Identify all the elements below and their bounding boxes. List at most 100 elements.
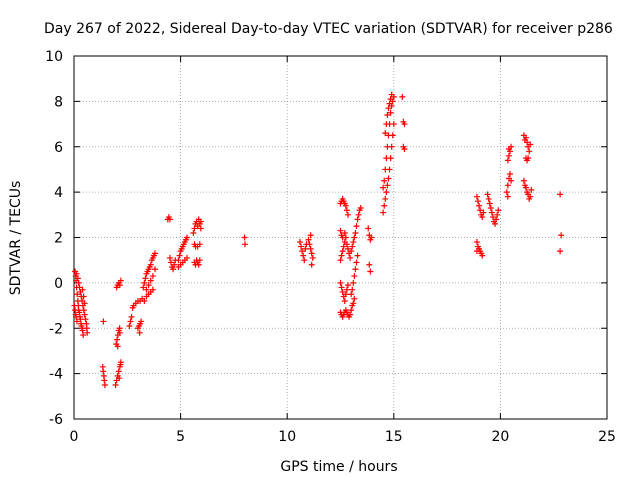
data-point	[143, 286, 150, 293]
data-point	[183, 254, 190, 261]
data-point	[196, 241, 203, 248]
data-point	[166, 216, 173, 223]
data-point	[101, 377, 108, 384]
data-point	[141, 279, 148, 286]
data-point	[74, 291, 81, 298]
axis-ticks: 0 5 10 15 20 25 -6 -4 -2 0 2 4 6 8 10	[45, 49, 616, 445]
data-point	[73, 270, 80, 277]
data-point	[339, 248, 346, 255]
data-point	[385, 105, 392, 112]
data-point	[353, 223, 360, 230]
data-point	[508, 177, 515, 184]
data-point	[386, 100, 393, 107]
y-tick-label: 2	[54, 231, 63, 247]
data-point	[116, 329, 123, 336]
data-point	[305, 236, 312, 243]
data-point	[368, 234, 375, 241]
data-point	[352, 229, 359, 236]
data-point	[488, 209, 495, 216]
data-point	[401, 121, 408, 128]
data-point	[557, 248, 564, 255]
data-point	[494, 211, 501, 218]
data-point	[79, 286, 86, 293]
data-point	[354, 216, 361, 223]
data-point	[75, 279, 82, 286]
x-tick-label: 20	[491, 429, 509, 445]
data-point	[112, 381, 119, 388]
data-point	[480, 209, 487, 216]
data-point	[309, 254, 316, 261]
data-point	[77, 316, 84, 323]
data-point	[366, 261, 373, 268]
data-point	[341, 298, 348, 305]
data-point	[388, 91, 395, 98]
data-point	[365, 225, 372, 232]
data-point	[241, 241, 248, 248]
data-point	[100, 318, 107, 325]
data-point	[522, 184, 529, 191]
data-point	[145, 282, 152, 289]
data-point	[152, 250, 159, 257]
data-point	[492, 220, 499, 227]
data-point	[399, 93, 406, 100]
data-point	[298, 243, 305, 250]
data-point	[126, 322, 133, 329]
data-point	[357, 205, 364, 212]
y-tick-label: -6	[49, 412, 63, 428]
data-point	[342, 202, 349, 209]
y-tick-label: 8	[54, 94, 63, 110]
data-point	[387, 109, 394, 116]
data-point	[339, 234, 346, 241]
data-point	[343, 241, 350, 248]
data-point	[350, 239, 357, 246]
data-point	[527, 193, 534, 200]
data-point	[526, 148, 533, 155]
data-point	[101, 381, 108, 388]
data-point	[487, 205, 494, 212]
x-tick-label: 5	[176, 429, 185, 445]
data-point	[477, 207, 484, 214]
data-point	[141, 298, 148, 305]
data-point	[351, 234, 358, 241]
data-point	[503, 189, 510, 196]
data-point	[506, 170, 513, 177]
data-point	[127, 318, 134, 325]
data-point	[347, 311, 354, 318]
data-point	[384, 111, 391, 118]
data-point	[191, 225, 198, 232]
data-point	[80, 332, 87, 339]
data-point	[100, 368, 107, 375]
data-point	[337, 279, 344, 286]
data-point	[349, 243, 356, 250]
data-point	[347, 254, 354, 261]
data-point	[84, 329, 91, 336]
data-point	[81, 300, 88, 307]
data-point	[348, 307, 355, 314]
data-point	[524, 139, 531, 146]
y-tick-label: 10	[45, 49, 63, 65]
data-point	[195, 261, 202, 268]
chart-title: Day 267 of 2022, Sidereal Day-to-day VTE…	[44, 21, 613, 37]
data-point	[342, 291, 349, 298]
x-axis-label: GPS time / hours	[280, 459, 397, 475]
data-point	[353, 259, 360, 266]
data-point	[81, 311, 88, 318]
data-point	[340, 243, 347, 250]
data-point	[493, 216, 500, 223]
data-point	[383, 189, 390, 196]
data-point	[484, 191, 491, 198]
y-tick-label: -2	[49, 321, 63, 337]
data-point	[344, 245, 351, 252]
data-point	[381, 177, 388, 184]
data-point	[387, 96, 394, 103]
data-point	[115, 368, 122, 375]
data-point	[171, 261, 178, 268]
data-point	[82, 316, 89, 323]
data-point	[114, 343, 121, 350]
data-point	[170, 266, 177, 273]
x-tick-label: 15	[385, 429, 403, 445]
data-point	[383, 121, 390, 128]
x-tick-label: 10	[278, 429, 296, 445]
data-point	[190, 229, 197, 236]
data-point	[350, 300, 357, 307]
